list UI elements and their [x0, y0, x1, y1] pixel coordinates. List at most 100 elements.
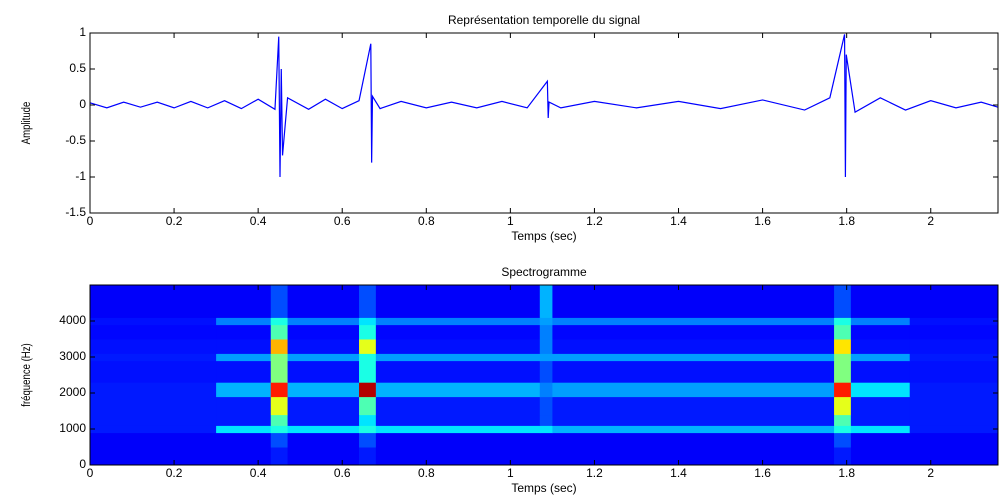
heatmap-cell	[287, 353, 360, 362]
heatmap-cell	[216, 339, 272, 354]
heatmap-cell	[909, 360, 999, 383]
heatmap-cell	[216, 396, 272, 416]
heatmap-cell	[850, 382, 911, 398]
heatmap-cell	[850, 339, 911, 354]
y-axis-label: fréquence (Hz)	[20, 343, 33, 406]
heatmap-cell	[270, 396, 289, 416]
heatmap-cell	[909, 353, 999, 362]
y-axis-label: Amplitude	[20, 102, 33, 145]
heatmap-cell	[909, 396, 999, 416]
heatmap-cell	[359, 396, 377, 416]
heatmap-cell	[90, 414, 217, 426]
y-tick-label: -0.5	[65, 133, 86, 147]
heatmap-cell	[90, 396, 217, 416]
heatmap-cell	[834, 353, 852, 362]
heatmap-cell	[216, 414, 272, 426]
heatmap-cell	[287, 317, 360, 326]
heatmap-cell	[90, 360, 217, 383]
heatmap-cell	[216, 317, 272, 326]
heatmap-cell	[90, 285, 217, 318]
x-tick-label: 1	[507, 466, 514, 480]
heatmap-cell	[539, 360, 553, 383]
x-tick-label: 0.6	[334, 466, 351, 480]
heatmap-cell	[834, 360, 852, 383]
heatmap-cell	[834, 285, 852, 318]
heatmap-cell	[552, 324, 835, 340]
heatmap-cell	[90, 432, 217, 448]
axes-box	[89, 32, 999, 214]
heatmap-cell	[834, 396, 852, 416]
heatmap-cell	[850, 360, 911, 383]
y-tick-label: 0.5	[69, 61, 86, 75]
chart-title: Spectrogramme	[501, 265, 587, 279]
heatmap-cell	[834, 432, 852, 448]
heatmap-cell	[287, 360, 360, 383]
heatmap-cell	[375, 414, 541, 426]
heatmap-cell	[552, 353, 835, 362]
heatmap-cell	[552, 360, 835, 383]
x-axis-label: Temps (sec)	[511, 481, 576, 495]
x-tick-label: 1.2	[586, 466, 603, 480]
heatmap-cell	[909, 382, 999, 398]
axes-box	[89, 284, 999, 466]
heatmap-cell	[909, 285, 999, 318]
heatmap-cell	[850, 317, 911, 326]
heatmap-cell	[909, 432, 999, 448]
heatmap-cell	[850, 414, 911, 426]
heatmap-cell	[850, 353, 911, 362]
heatmap-cell	[539, 425, 553, 434]
heatmap-cell	[539, 285, 553, 318]
heatmap-cell	[287, 285, 360, 318]
heatmap-cell	[850, 396, 911, 416]
heatmap-cell	[909, 317, 999, 326]
heatmap-cell	[216, 324, 272, 340]
heatmap-cell	[287, 432, 360, 448]
heatmap-cell	[375, 432, 541, 448]
y-tick-label: 1	[79, 25, 86, 39]
heatmap-cell	[359, 353, 377, 362]
y-tick-label: 4000	[59, 313, 86, 327]
heatmap-cell	[552, 414, 835, 426]
heatmap-cell	[90, 447, 217, 466]
heatmap-cell	[359, 339, 377, 354]
heatmap-cell	[834, 447, 852, 466]
heatmap-cell	[909, 324, 999, 340]
heatmap-cell	[834, 324, 852, 340]
heatmap-cell	[90, 382, 217, 398]
heatmap-cell	[375, 285, 541, 318]
heatmap-cell	[552, 432, 835, 448]
heatmap-cell	[850, 432, 911, 448]
heatmap-cell	[375, 425, 541, 434]
heatmap-cell	[359, 317, 377, 326]
heatmap-cell	[287, 425, 360, 434]
heatmap-cell	[850, 425, 911, 434]
heatmap-cell	[359, 432, 377, 448]
heatmap-cell	[539, 396, 553, 416]
x-tick-label: 0.4	[250, 214, 267, 228]
x-tick-label: 1.2	[586, 214, 603, 228]
heatmap-cell	[375, 360, 541, 383]
x-tick-label: 0.8	[418, 466, 435, 480]
heatmap-cell	[375, 317, 541, 326]
heatmap-cell	[90, 353, 217, 362]
heatmap-cell	[270, 360, 289, 383]
y-tick-label: -1.5	[65, 205, 86, 219]
heatmap-cell	[359, 360, 377, 383]
heatmap-cell	[834, 414, 852, 426]
chart-title: Représentation temporelle du signal	[448, 13, 640, 27]
heatmap-cell	[359, 285, 377, 318]
heatmap-cell	[359, 414, 377, 426]
y-tick-label: 0	[79, 97, 86, 111]
heatmap-cell	[270, 317, 289, 326]
x-tick-label: 0.2	[166, 466, 183, 480]
heatmap-cell	[539, 339, 553, 354]
heatmap-cell	[552, 285, 835, 318]
heatmap-cell	[539, 317, 553, 326]
x-tick-label: 1.4	[670, 466, 687, 480]
x-tick-label: 2	[927, 466, 934, 480]
heatmap-cell	[909, 414, 999, 426]
heatmap-cell	[216, 353, 272, 362]
heatmap-cell	[834, 339, 852, 354]
heatmap-cell	[850, 447, 911, 466]
heatmap-cell	[539, 382, 553, 398]
